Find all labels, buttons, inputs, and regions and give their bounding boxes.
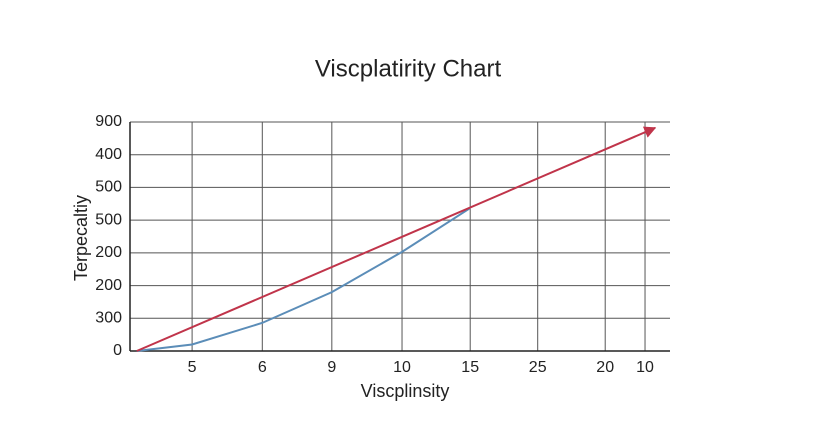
y-tick-label: 200 (95, 244, 122, 261)
x-tick-label: 20 (596, 359, 614, 376)
x-tick-label: 6 (258, 359, 267, 376)
y-tick-label: 500 (95, 179, 122, 196)
series-line (136, 207, 471, 352)
y-axis-label: Terpecaltiy (71, 195, 91, 281)
y-tick-label: 900 (95, 113, 122, 130)
x-tick-label: 15 (461, 359, 479, 376)
x-tick-label: 25 (529, 359, 547, 376)
x-axis-label: Viscplinsity (361, 381, 450, 401)
x-tick-label: 10 (393, 359, 411, 376)
chart-title: Viscplatirity Chart (315, 55, 502, 82)
y-tick-label: 500 (95, 211, 122, 228)
y-tick-label: 200 (95, 277, 122, 294)
y-tick-label: 300 (95, 310, 122, 327)
y-tick-label: 400 (95, 146, 122, 163)
x-tick-label: 9 (327, 359, 336, 376)
x-tick-label: 5 (188, 359, 197, 376)
x-tick-label: 10 (636, 359, 654, 376)
series-line (136, 126, 657, 352)
y-tick-label: 0 (113, 342, 122, 359)
